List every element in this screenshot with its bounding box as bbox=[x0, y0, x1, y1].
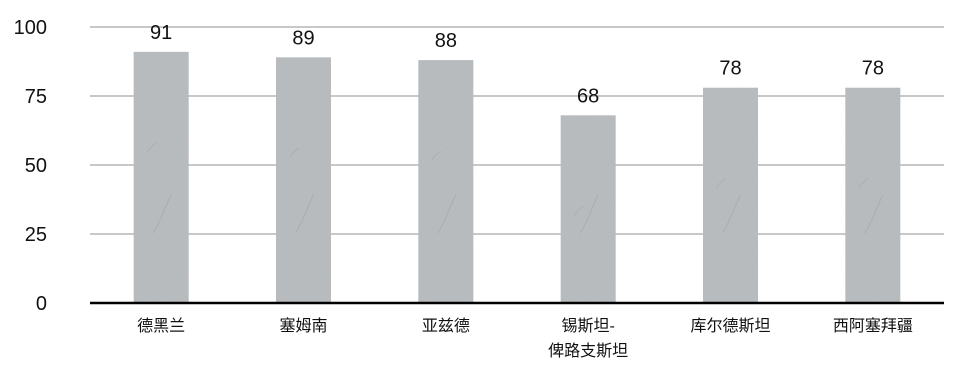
bar-group bbox=[276, 57, 331, 303]
bar-group bbox=[418, 60, 474, 304]
bar-texture-mark bbox=[722, 194, 741, 234]
x-tick-label: 俾路支斯坦 bbox=[548, 341, 628, 360]
bar-texture-mark bbox=[152, 194, 172, 234]
y-tick-label: 0 bbox=[36, 293, 47, 315]
bar-texture-mark bbox=[858, 178, 869, 188]
x-tick-label: 库尔德斯坦 bbox=[690, 316, 770, 335]
bar-data-label: 89 bbox=[292, 27, 314, 49]
bar-texture-mark bbox=[716, 178, 726, 188]
bar-group bbox=[845, 87, 901, 303]
bar-group bbox=[703, 87, 758, 303]
bar bbox=[560, 115, 616, 303]
x-tick-label: 德黑兰 bbox=[137, 316, 185, 335]
bar bbox=[703, 87, 758, 303]
bar-texture-mark bbox=[289, 147, 299, 158]
x-tick-label: 塞姆南 bbox=[279, 316, 327, 335]
bar bbox=[133, 51, 189, 304]
y-axis-ticks: 0 25 50 75 100 bbox=[14, 17, 47, 315]
bars bbox=[133, 51, 901, 304]
x-tick-label: 锡斯坦- bbox=[561, 316, 614, 335]
x-tick-label: 西阿塞拜疆 bbox=[833, 316, 913, 335]
bar bbox=[418, 60, 474, 304]
bar-texture-mark bbox=[864, 194, 884, 234]
bar-texture-mark bbox=[431, 150, 442, 161]
bar-texture-mark bbox=[579, 194, 599, 234]
bar bbox=[845, 87, 901, 303]
x-axis-ticks: 德黑兰 塞姆南 亚兹德 锡斯坦- 俾路支斯坦 库尔德斯坦 西阿塞拜疆 bbox=[137, 316, 913, 360]
y-tick-label: 50 bbox=[25, 155, 47, 177]
bar-texture-mark bbox=[146, 142, 157, 153]
bar-texture-mark bbox=[573, 205, 584, 216]
gridlines bbox=[90, 26, 944, 235]
bar-data-label: 78 bbox=[862, 58, 884, 80]
bar-texture-mark bbox=[295, 194, 314, 234]
y-tick-label: 75 bbox=[25, 86, 47, 108]
y-tick-label: 25 bbox=[25, 224, 47, 246]
bar-group bbox=[560, 115, 616, 303]
bar-data-label: 78 bbox=[719, 58, 741, 80]
bar-data-label: 88 bbox=[435, 30, 457, 52]
bar-data-label: 68 bbox=[577, 85, 599, 107]
bar-data-label: 91 bbox=[150, 22, 172, 44]
y-tick-label: 100 bbox=[14, 17, 47, 39]
bar bbox=[276, 57, 331, 303]
bar-group bbox=[133, 51, 189, 304]
data-labels: 91 89 88 68 78 78 bbox=[150, 22, 884, 107]
bar-texture-mark bbox=[437, 194, 457, 234]
x-tick-label: 亚兹德 bbox=[422, 316, 470, 335]
